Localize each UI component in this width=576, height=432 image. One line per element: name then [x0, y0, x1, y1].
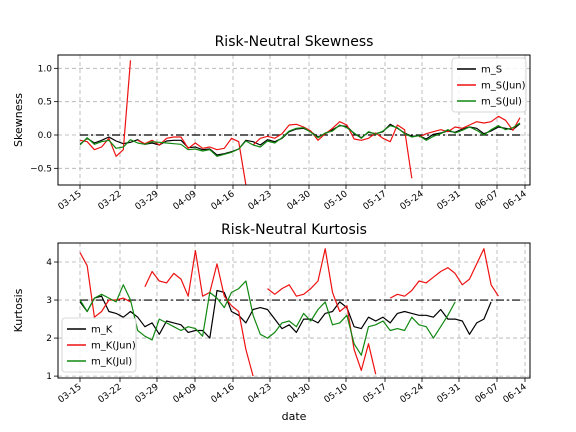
x-tick-label: 04-09 — [172, 382, 199, 405]
x-tick-label: 04-23 — [247, 189, 274, 212]
y-tick-label: 3 — [46, 296, 52, 306]
x-tick-label: 05-10 — [323, 189, 350, 212]
x-tick-label: 06-14 — [502, 382, 529, 405]
x-tick-label: 04-09 — [172, 189, 199, 212]
x-tick-label: 05-17 — [362, 382, 389, 405]
x-tick-label: 06-07 — [474, 382, 501, 405]
legend-entry: m_S — [481, 65, 502, 76]
y-tick-label: 0.0 — [38, 131, 53, 141]
series-line-0 — [79, 289, 492, 339]
y-tick-label: −0.5 — [30, 164, 52, 174]
x-tick-label: 03-15 — [57, 382, 84, 405]
y-tick-label: 1 — [46, 372, 52, 382]
x-tick-label: 03-22 — [97, 382, 124, 405]
series-line-2 — [79, 122, 521, 157]
legend-entry: m_S(Jul) — [481, 97, 522, 108]
x-tick-label: 05-10 — [323, 382, 350, 405]
chart-title: Risk-Neutral Kurtosis — [221, 222, 367, 238]
legend-box — [61, 317, 137, 373]
series-line-1 — [79, 248, 499, 377]
skewness-panel: Risk-Neutral Skewness −0.5 0.0 0.5 1.0 03-15 0… — [12, 34, 531, 212]
x-tick-label: 04-16 — [210, 382, 237, 405]
legend-entry: m_S(Jun) — [481, 81, 526, 92]
y-axis-label: Kurtosis — [12, 288, 25, 332]
chart-title: Risk-Neutral Skewness — [215, 34, 374, 50]
x-tick-label: 03-29 — [134, 382, 161, 405]
x-tick-label: 04-30 — [286, 189, 313, 212]
y-tick-label: 0.5 — [38, 98, 52, 108]
x-tick-label: 03-15 — [57, 189, 84, 212]
x-tick-label: 05-31 — [436, 189, 463, 212]
y-tick-label: 1.0 — [38, 64, 53, 74]
legend-entry: m_K(Jun) — [91, 341, 136, 352]
x-tick-label: 04-30 — [286, 382, 313, 405]
series-line-2 — [79, 280, 456, 356]
x-tick-label: 03-29 — [134, 189, 161, 212]
legend-entry: m_K(Jul) — [91, 357, 132, 368]
x-tick-label: 05-17 — [362, 189, 389, 212]
axes-frame — [57, 242, 531, 379]
legend-entry: m_K — [91, 325, 113, 336]
x-tick-label: 05-31 — [436, 382, 463, 405]
series-line-1 — [79, 60, 521, 186]
x-axis-label: date — [282, 410, 307, 423]
y-tick-label: 4 — [46, 258, 52, 268]
kurtosis-panel: Risk-Neutral Kurtosis 1 2 3 4 03-15 03-22 03-29… — [12, 222, 531, 423]
x-tick-label: 06-07 — [474, 189, 501, 212]
y-axis-label: Skewness — [12, 93, 25, 147]
x-tick-label: 06-14 — [502, 189, 529, 212]
y-tick-label: 2 — [46, 334, 52, 344]
x-tick-label: 04-16 — [210, 189, 237, 212]
x-tick-label: 05-24 — [399, 189, 426, 212]
axes-frame — [57, 54, 531, 186]
x-tick-label: 04-23 — [247, 382, 274, 405]
legend-box — [451, 57, 527, 113]
x-tick-label: 03-22 — [97, 189, 124, 212]
x-tick-label: 05-24 — [399, 382, 426, 405]
